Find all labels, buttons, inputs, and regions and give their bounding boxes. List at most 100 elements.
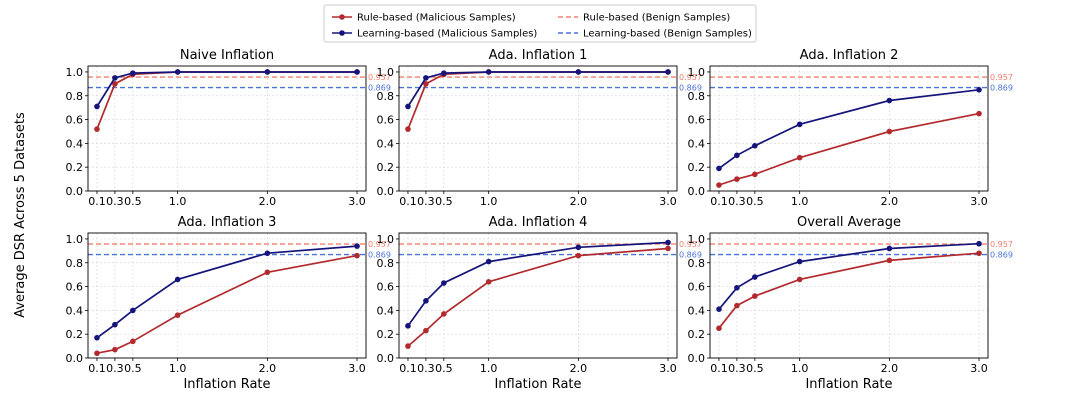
x-tick-label: 3.0: [659, 362, 677, 375]
x-tick-label: 3.0: [348, 195, 366, 208]
data-point: [405, 126, 411, 132]
data-point: [354, 69, 360, 75]
reference-line-label: 0.957: [679, 73, 702, 82]
y-tick-label: 0.2: [377, 328, 395, 341]
reference-line-label: 0.957: [679, 240, 702, 249]
data-point: [174, 276, 181, 283]
y-tick-label: 1.0: [377, 233, 395, 246]
reference-line-label: 0.957: [990, 240, 1013, 249]
y-tick-label: 0.6: [688, 114, 706, 127]
data-point: [796, 154, 803, 161]
data-point: [112, 81, 118, 87]
y-tick-label: 0.0: [377, 185, 395, 198]
data-point: [976, 110, 982, 117]
data-point: [423, 81, 429, 87]
data-point: [441, 70, 447, 76]
x-tick-label: 1.0: [480, 195, 498, 208]
x-tick-label: 0.1: [399, 195, 417, 208]
x-tick-label: 0.5: [124, 362, 142, 375]
legend-entry-label: Rule-based (Benign Samples): [583, 13, 730, 24]
x-tick-label: 0.3: [728, 195, 746, 208]
y-tick-label: 0.6: [377, 114, 395, 127]
data-point: [423, 75, 429, 81]
y-tick-label: 0.6: [688, 281, 706, 294]
data-point: [796, 276, 803, 283]
x-tick-label: 0.3: [417, 195, 435, 208]
y-tick-label: 0.0: [377, 352, 395, 365]
data-point: [886, 97, 893, 104]
x-tick-label: 0.5: [746, 195, 764, 208]
panel-4: 0.957 0.869 0.0 0.2 0.4 0.6 0.8 1.0 0.1 0.3 0.5 1.0…: [66, 215, 391, 392]
data-point: [752, 171, 758, 178]
data-point: [174, 312, 181, 318]
data-point: [441, 311, 447, 317]
data-point: [112, 75, 118, 81]
data-point: [405, 103, 411, 110]
reference-line-label: 0.869: [368, 251, 391, 260]
data-point: [734, 176, 740, 182]
axes-frame: [709, 232, 989, 359]
y-tick-label: 0.8: [66, 90, 84, 103]
data-point: [264, 69, 271, 75]
reference-line-label: 0.869: [679, 251, 702, 260]
series-line: [718, 252, 980, 329]
data-point: [130, 307, 136, 314]
series-line: [407, 241, 669, 327]
x-tick-label: 2.0: [570, 195, 588, 208]
reference-line-label: 0.869: [679, 84, 702, 93]
panel-title: Overall Average: [797, 215, 901, 230]
data-point: [112, 321, 118, 328]
x-tick-label: 0.1: [399, 362, 417, 375]
data-point: [734, 284, 740, 291]
y-tick-label: 0.2: [688, 161, 706, 174]
data-point: [716, 325, 722, 332]
axes-frame: [87, 232, 367, 359]
data-point: [976, 240, 982, 247]
y-tick-label: 0.4: [66, 304, 84, 317]
data-point: [752, 293, 758, 299]
y-tick-label: 1.0: [66, 233, 84, 246]
reference-line-label: 0.869: [990, 251, 1013, 260]
panel-6: 0.957 0.869 0.0 0.2 0.4 0.6 0.8 1.0 0.1 0.3 0.5 1.0…: [688, 215, 1013, 392]
x-tick-label: 0.1: [710, 362, 728, 375]
x-tick-label: 1.0: [169, 362, 187, 375]
series-line: [718, 242, 980, 310]
y-tick-label: 0.4: [377, 304, 395, 317]
x-tick-label: 0.3: [106, 195, 124, 208]
x-tick-label: 0.1: [88, 195, 106, 208]
data-point: [264, 250, 271, 257]
data-point: [94, 334, 100, 341]
axes-frame: [398, 65, 678, 192]
data-point: [485, 279, 492, 285]
series-line: [718, 112, 980, 186]
panel-2: 0.957 0.869 0.0 0.2 0.4 0.6 0.8 1.0 0.1 0.3 0.5 1.0…: [377, 48, 702, 208]
data-point: [354, 243, 360, 249]
series-line: [96, 245, 358, 339]
panel-title: Naive Inflation: [180, 48, 274, 63]
y-tick-label: 0.6: [66, 281, 84, 294]
x-tick-label: 0.3: [417, 362, 435, 375]
x-tick-label: 0.3: [106, 362, 124, 375]
data-point: [752, 142, 758, 149]
panel-title: Ada. Inflation 4: [489, 215, 588, 230]
data-point: [405, 343, 411, 349]
x-tick-label: 2.0: [570, 362, 588, 375]
panel-title: Ada. Inflation 2: [800, 48, 899, 63]
x-tick-label: 2.0: [259, 195, 277, 208]
legend-entry-label: Rule-based (Malicious Samples): [357, 13, 516, 24]
x-tick-label: 2.0: [259, 362, 277, 375]
x-tick-label: 1.0: [791, 195, 809, 208]
data-point: [94, 350, 100, 357]
x-tick-label: 2.0: [881, 362, 899, 375]
series-line: [407, 247, 669, 347]
y-tick-label: 0.8: [377, 90, 395, 103]
panel-3: 0.957 0.869 0.0 0.2 0.4 0.6 0.8 1.0 0.1 0.3 0.5 1.0…: [688, 48, 1013, 208]
series-line: [96, 71, 357, 107]
reference-line-label: 0.957: [368, 73, 391, 82]
x-tick-label: 0.1: [710, 195, 728, 208]
axes-frame: [709, 65, 989, 192]
x-tick-label: 3.0: [659, 195, 677, 208]
y-tick-label: 1.0: [688, 66, 706, 79]
y-tick-label: 0.8: [66, 257, 84, 270]
x-tick-label: 0.1: [88, 362, 106, 375]
